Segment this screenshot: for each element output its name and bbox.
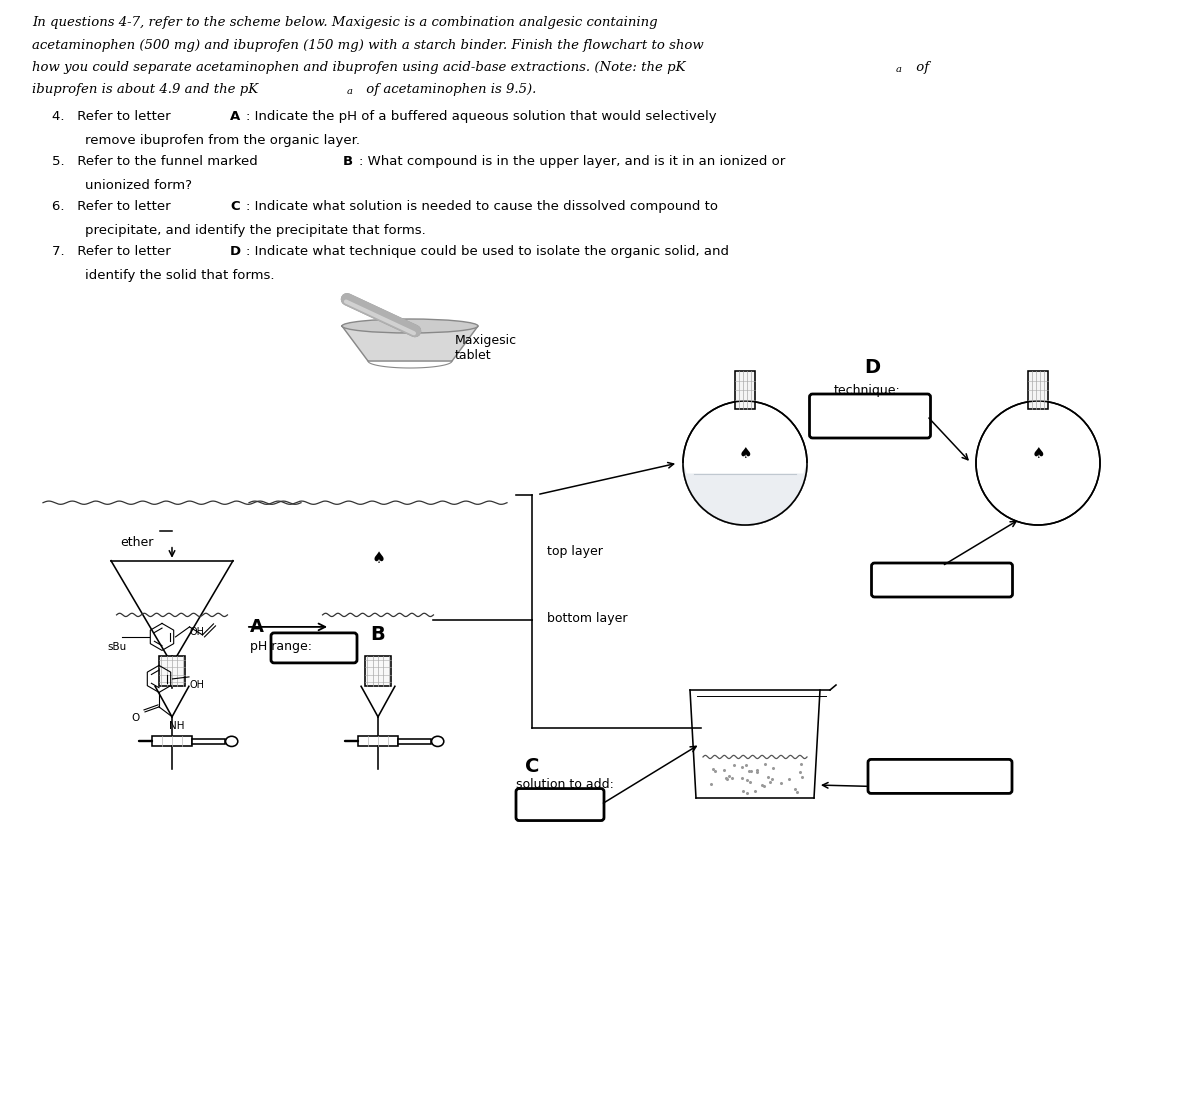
Text: A: A: [250, 618, 264, 636]
FancyBboxPatch shape: [516, 788, 604, 821]
Text: sBu: sBu: [107, 642, 126, 652]
Text: A: A: [230, 110, 240, 123]
Ellipse shape: [226, 737, 238, 747]
FancyBboxPatch shape: [810, 394, 930, 438]
Bar: [734, 371, 755, 409]
Text: OH: OH: [190, 680, 204, 690]
Text: ibuprofen is about 4.9 and the pK: ibuprofen is about 4.9 and the pK: [32, 84, 258, 96]
Text: of acetaminophen is 9.5).: of acetaminophen is 9.5).: [362, 84, 536, 96]
Bar: [365, 655, 391, 686]
Text: acetaminophen (500 mg) and ibuprofen (150 mg) with a starch binder. Finish the f: acetaminophen (500 mg) and ibuprofen (15…: [32, 38, 703, 51]
Polygon shape: [155, 686, 188, 717]
Text: 5.   Refer to the funnel marked: 5. Refer to the funnel marked: [52, 155, 262, 168]
Text: D: D: [864, 358, 880, 377]
Text: 7.   Refer to letter: 7. Refer to letter: [52, 245, 175, 258]
FancyBboxPatch shape: [868, 759, 1012, 794]
Text: In questions 4-7, refer to the scheme below. Maxigesic is a combination analgesi: In questions 4-7, refer to the scheme be…: [32, 16, 658, 29]
Text: a: a: [347, 87, 353, 96]
Text: ♠: ♠: [371, 551, 385, 567]
Polygon shape: [690, 690, 820, 798]
Text: of: of: [912, 61, 929, 74]
Text: C: C: [230, 200, 240, 214]
Text: technique:: technique:: [834, 383, 901, 397]
Bar: [158, 655, 185, 686]
Text: Maxigesic
tablet: Maxigesic tablet: [455, 334, 517, 362]
Text: : Indicate what technique could be used to isolate the organic solid, and: : Indicate what technique could be used …: [246, 245, 730, 258]
Text: ♠: ♠: [1031, 445, 1045, 461]
Circle shape: [976, 401, 1100, 525]
Bar: [358, 737, 398, 747]
Bar: [398, 739, 431, 745]
Text: : What compound is in the upper layer, and is it in an ionized or: : What compound is in the upper layer, a…: [359, 155, 785, 168]
Polygon shape: [361, 686, 395, 717]
Text: ♠: ♠: [738, 445, 752, 461]
Polygon shape: [683, 463, 808, 525]
Bar: [192, 739, 226, 745]
Text: unionized form?: unionized form?: [85, 179, 192, 192]
Ellipse shape: [432, 737, 444, 747]
Polygon shape: [342, 326, 478, 361]
Text: B: B: [343, 155, 353, 168]
Circle shape: [683, 401, 808, 525]
Text: 6.   Refer to letter: 6. Refer to letter: [52, 200, 175, 214]
Text: top layer: top layer: [547, 546, 602, 558]
Text: solution to add:: solution to add:: [516, 777, 614, 790]
Text: bottom layer: bottom layer: [547, 613, 628, 625]
FancyBboxPatch shape: [871, 563, 1013, 597]
Text: : Indicate what solution is needed to cause the dissolved compound to: : Indicate what solution is needed to ca…: [246, 200, 718, 214]
Text: remove ibuprofen from the organic layer.: remove ibuprofen from the organic layer.: [85, 134, 360, 146]
FancyBboxPatch shape: [271, 633, 358, 663]
Text: how you could separate acetaminophen and ibuprofen using acid-base extractions. : how you could separate acetaminophen and…: [32, 61, 685, 74]
Text: : Indicate the pH of a buffered aqueous solution that would selectively: : Indicate the pH of a buffered aqueous …: [246, 110, 716, 123]
Bar: [151, 737, 192, 747]
Text: OH: OH: [190, 627, 204, 637]
Text: precipitate, and identify the precipitate that forms.: precipitate, and identify the precipitat…: [85, 224, 426, 237]
Text: D: D: [230, 245, 241, 258]
Text: a: a: [895, 65, 901, 74]
Text: 4.   Refer to letter: 4. Refer to letter: [52, 110, 175, 123]
Bar: [1028, 371, 1048, 409]
Text: identify the solid that forms.: identify the solid that forms.: [85, 269, 275, 282]
Ellipse shape: [342, 319, 478, 333]
Text: C: C: [526, 757, 539, 776]
Ellipse shape: [353, 323, 468, 333]
Text: pH range:: pH range:: [250, 639, 312, 653]
Text: ether: ether: [120, 536, 154, 549]
Text: B: B: [371, 625, 385, 644]
Text: NH: NH: [169, 721, 185, 731]
Text: O: O: [131, 713, 139, 723]
